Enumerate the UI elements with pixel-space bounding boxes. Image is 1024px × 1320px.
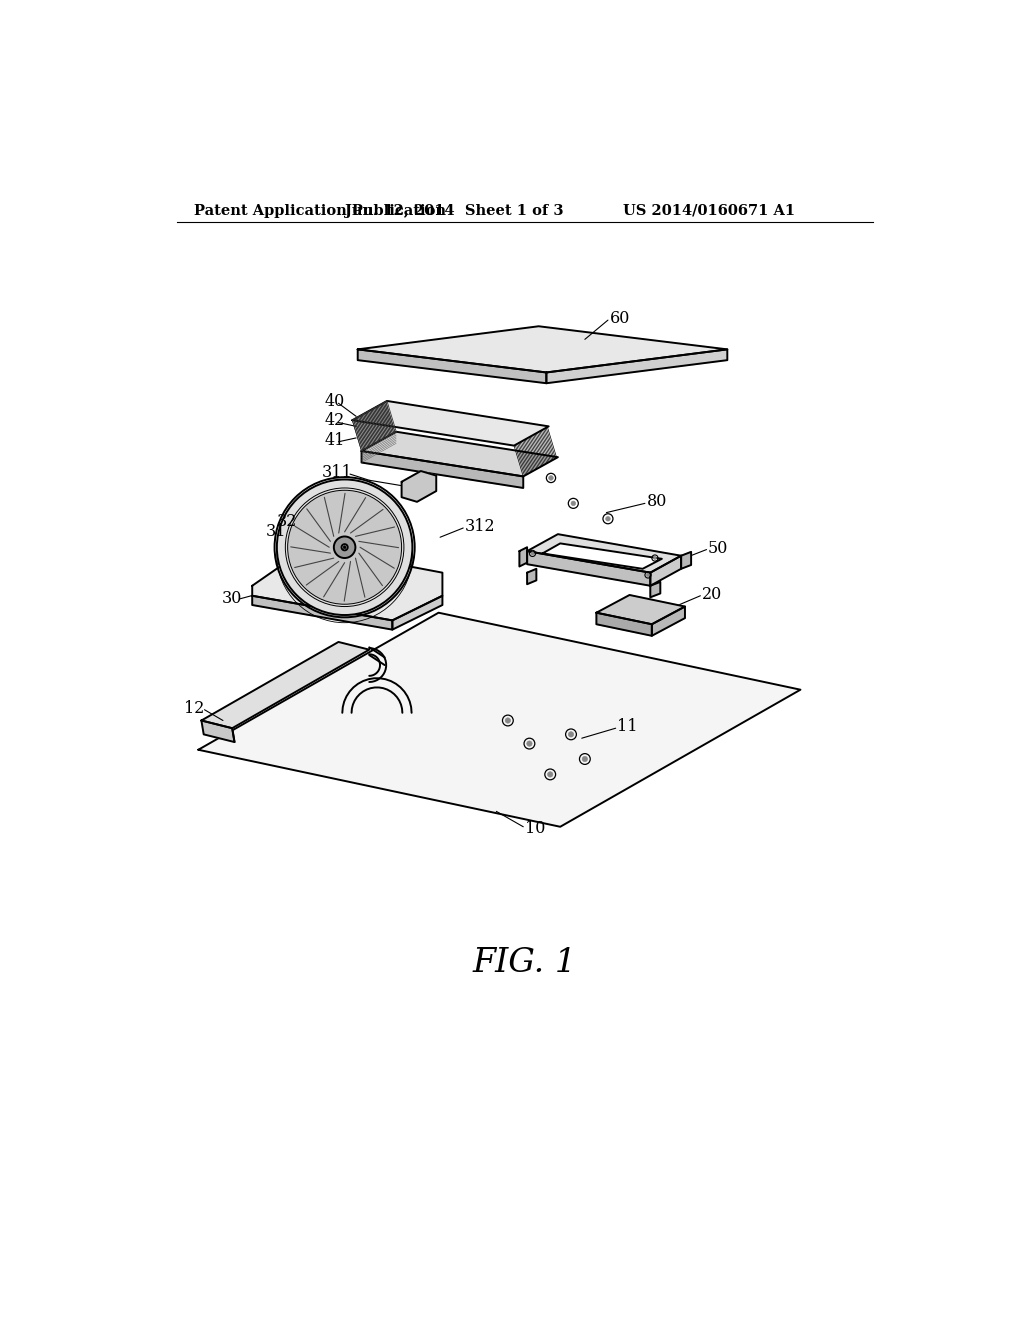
- Ellipse shape: [276, 479, 413, 615]
- Polygon shape: [650, 556, 681, 586]
- Circle shape: [583, 756, 588, 762]
- Text: 10: 10: [524, 820, 545, 837]
- Polygon shape: [543, 544, 662, 569]
- Polygon shape: [361, 451, 523, 488]
- Text: 80: 80: [646, 494, 667, 511]
- Text: 12: 12: [184, 700, 205, 717]
- Text: FIG. 1: FIG. 1: [473, 946, 577, 979]
- Text: 30: 30: [221, 590, 242, 607]
- Text: 40: 40: [325, 393, 345, 411]
- Text: 42: 42: [325, 412, 345, 429]
- Polygon shape: [527, 535, 681, 573]
- Ellipse shape: [343, 545, 346, 549]
- Text: 11: 11: [617, 718, 638, 735]
- Circle shape: [531, 552, 535, 554]
- Polygon shape: [202, 721, 234, 742]
- Polygon shape: [352, 401, 549, 446]
- Text: 20: 20: [701, 586, 722, 603]
- Circle shape: [505, 718, 511, 723]
- Circle shape: [571, 502, 575, 506]
- Polygon shape: [527, 552, 650, 586]
- Ellipse shape: [342, 544, 348, 550]
- Text: Jun. 12, 2014  Sheet 1 of 3: Jun. 12, 2014 Sheet 1 of 3: [345, 203, 563, 218]
- Text: 31: 31: [265, 523, 286, 540]
- Polygon shape: [252, 548, 442, 620]
- Text: 312: 312: [465, 517, 496, 535]
- Circle shape: [568, 731, 573, 737]
- Polygon shape: [252, 595, 392, 630]
- Polygon shape: [596, 595, 685, 624]
- Circle shape: [526, 741, 532, 746]
- Circle shape: [548, 772, 553, 777]
- Polygon shape: [650, 582, 660, 598]
- Polygon shape: [596, 612, 652, 636]
- Polygon shape: [202, 642, 370, 729]
- Circle shape: [549, 475, 553, 480]
- Text: 311: 311: [322, 465, 352, 480]
- Text: 60: 60: [609, 310, 630, 327]
- Polygon shape: [547, 350, 727, 383]
- Text: US 2014/0160671 A1: US 2014/0160671 A1: [624, 203, 796, 218]
- Circle shape: [653, 557, 656, 560]
- Polygon shape: [519, 548, 527, 566]
- Polygon shape: [401, 471, 436, 502]
- Polygon shape: [681, 552, 691, 569]
- Circle shape: [646, 573, 649, 577]
- Text: 50: 50: [708, 540, 728, 557]
- Text: Patent Application Publication: Patent Application Publication: [194, 203, 445, 218]
- Polygon shape: [361, 432, 558, 477]
- Text: 41: 41: [325, 432, 345, 449]
- Ellipse shape: [288, 490, 401, 605]
- Polygon shape: [357, 350, 547, 383]
- Circle shape: [605, 516, 610, 521]
- Text: 32: 32: [276, 513, 297, 531]
- Polygon shape: [357, 326, 727, 372]
- Ellipse shape: [334, 536, 355, 558]
- Polygon shape: [392, 595, 442, 630]
- Polygon shape: [527, 569, 537, 585]
- Polygon shape: [652, 607, 685, 636]
- Polygon shape: [199, 612, 801, 826]
